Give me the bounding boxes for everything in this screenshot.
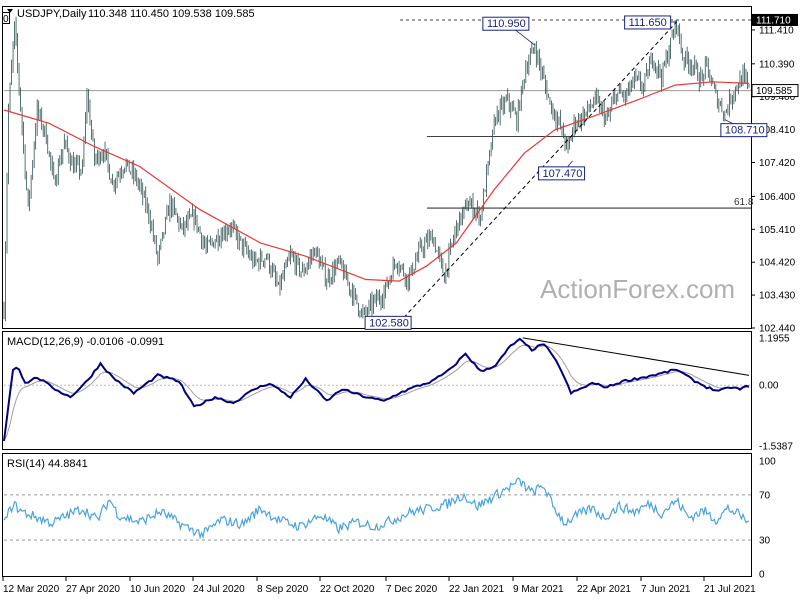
rsi-level-lines: [4, 494, 751, 541]
chart-header: USDJPY,Daily 110.348 110.450 109.538 109…: [7, 8, 255, 20]
callout-box: [624, 15, 672, 30]
callout-label: 107.470: [543, 168, 583, 180]
macd-line: [3, 337, 750, 442]
rsi-label: RSI(14) 44.8841: [7, 458, 88, 470]
left-edge-box: [2, 12, 10, 24]
price-tick-label: 106.400: [759, 192, 796, 203]
callout-label: 102.580: [369, 317, 409, 329]
rsi-tick-label: 100: [759, 457, 776, 468]
x-tick-label: 22 Jan 2021: [449, 584, 504, 595]
callout-box: [720, 123, 768, 138]
price-axis-ticks: 111.410 110.390 109.400 108.410 107.420 106.4…: [751, 25, 796, 335]
callout-label: 110.950: [487, 18, 526, 30]
rsi-line: [3, 477, 750, 540]
x-tick-label: 9 Mar 2021: [513, 584, 564, 595]
macd-tick-label: -1.5387: [759, 442, 793, 453]
last-price-value: 109.585: [756, 86, 793, 97]
macd-trendline: [522, 337, 750, 376]
callout-box: [482, 16, 530, 31]
price-tick-label: 111.410: [759, 25, 794, 36]
price-tick-label: 108.410: [759, 125, 796, 136]
price-tick-label: 103.430: [759, 291, 796, 302]
macd-tick-label: 1.1955: [759, 334, 790, 345]
x-tick-label: 21 Jul 2021: [704, 584, 756, 595]
price-tick-label: 109.400: [759, 92, 796, 103]
x-axis: 12 Mar 2020 27 Apr 2020 10 Jun 2020 24 Jul …: [2, 577, 756, 595]
macd-axis-ticks: 1.1955 0.00 -1.5387: [759, 334, 793, 453]
price-tick-label: 102.440: [759, 324, 796, 335]
x-tick-label: 27 Apr 2020: [66, 584, 120, 595]
price-tick-label: 107.420: [759, 158, 796, 169]
rsi-pane-frame: [2, 453, 752, 577]
rsi-tick-label: 0: [759, 570, 765, 581]
symbol-label: USDJPY,Daily: [17, 8, 87, 20]
top-level-value: 111.710: [756, 15, 791, 26]
left-edge-zero: 0: [3, 14, 9, 25]
price-tick-label: 105.410: [759, 225, 796, 236]
x-tick-label: 7 Dec 2020: [386, 584, 438, 595]
ohlc-label: 110.348 110.450 109.538 109.585: [88, 8, 255, 20]
macd-signal-line: [3, 344, 750, 441]
x-tick-label: 7 Jun 2021: [641, 584, 691, 595]
macd-label: MACD(12,26,9) -0.0106 -0.0991: [7, 336, 164, 348]
top-level-badge: [752, 13, 798, 26]
macd-tick-label: 0.00: [759, 381, 779, 392]
x-tick-label: 8 Sep 2020: [257, 584, 309, 595]
watermark: ActionForex.com: [540, 274, 735, 304]
macd-pane-frame: [2, 331, 752, 450]
rsi-tick-label: 30: [759, 536, 771, 547]
last-price-badge: [751, 84, 799, 98]
fib-level-label: 61.8: [734, 197, 754, 208]
collapse-triangle-icon: [7, 9, 13, 13]
moving-average-line: [3, 81, 750, 282]
x-tick-label: 10 Jun 2020: [130, 584, 185, 595]
x-tick-label: 22 Apr 2021: [577, 584, 631, 595]
candlestick-series: [3, 16, 750, 322]
callout-label: 108.710: [725, 125, 765, 137]
rising-trendline: [398, 21, 677, 324]
x-tick-label: 22 Oct 2020: [320, 584, 375, 595]
callout-label: 111.650: [629, 17, 667, 29]
x-tick-label: 24 Jul 2020: [193, 584, 245, 595]
price-callouts: 102.580 107.470 110.950 111.650 108.710: [364, 15, 768, 330]
callout-box: [364, 315, 412, 330]
callout-box: [538, 166, 586, 181]
x-tick-label: 12 Mar 2020: [3, 584, 60, 595]
rsi-tick-label: 70: [759, 490, 771, 501]
price-tick-label: 104.420: [759, 258, 796, 269]
rsi-axis-ticks: 100 70 30 0: [759, 457, 776, 581]
price-tick-label: 110.390: [759, 59, 795, 70]
